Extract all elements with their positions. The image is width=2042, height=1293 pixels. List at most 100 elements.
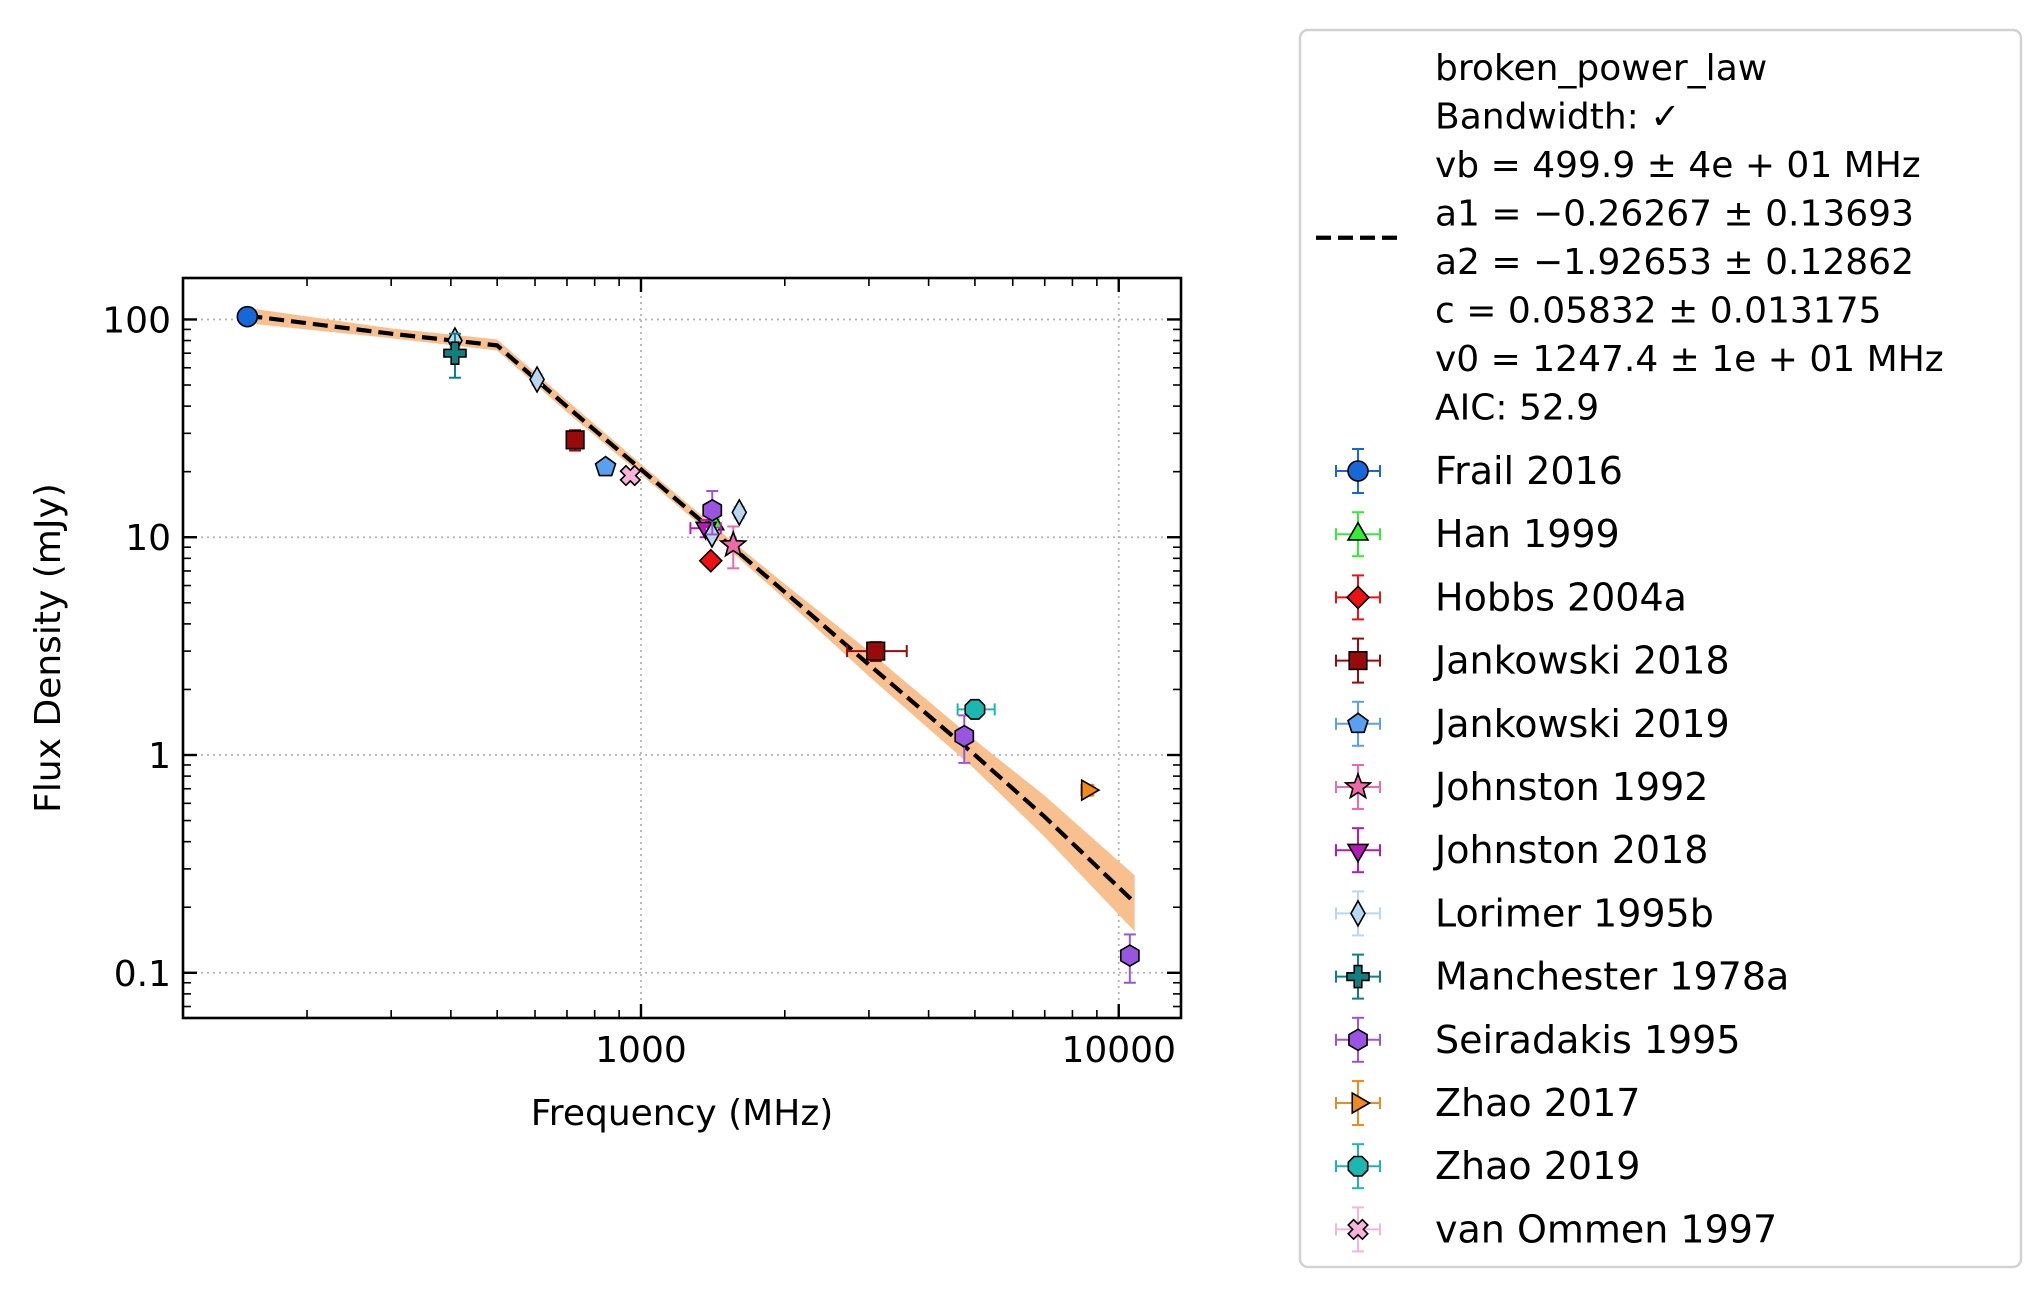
marker	[1080, 778, 1101, 802]
marker	[529, 365, 545, 394]
legend-fit-text-line: Bandwidth: ✓	[1435, 97, 1680, 138]
legend-fit-text-line: vb = 499.9 ± 4e + 01 MHz	[1435, 145, 1921, 186]
legend-marker-shape	[1347, 712, 1369, 734]
marker	[1119, 944, 1140, 967]
data-point-marker	[698, 548, 723, 573]
plot-frame	[181, 276, 1183, 1020]
legend-marker-shape	[1347, 1218, 1369, 1241]
legend-label: Lorimer 1995b	[1435, 891, 1714, 935]
data-point-marker	[565, 430, 585, 450]
fit-band-layer	[247, 307, 1135, 932]
legend-entry: Johnston 1992	[1335, 764, 1708, 810]
data-point-marker	[529, 365, 545, 394]
data-point	[594, 455, 617, 477]
data-point-marker	[619, 464, 642, 487]
legend-label: Johnston 1992	[1433, 765, 1708, 809]
data-point	[731, 498, 748, 527]
marker	[866, 641, 886, 661]
legend-entry: Manchester 1978a	[1335, 953, 1789, 1000]
x-tick-label: 10000	[1061, 1030, 1176, 1071]
legend-entry: Hobbs 2004a	[1335, 574, 1687, 621]
legend-label: Zhao 2017	[1435, 1081, 1640, 1125]
data-point	[698, 548, 723, 573]
legend-label: Frail 2016	[1435, 449, 1623, 493]
legend-entry: Han 1999	[1335, 511, 1620, 558]
data-point-marker	[1119, 944, 1140, 967]
legend-label: Jankowski 2019	[1433, 702, 1730, 746]
data-point	[702, 490, 723, 536]
legend-marker	[1346, 964, 1370, 989]
marker	[954, 724, 975, 748]
legend-entry: Jankowski 2018	[1335, 637, 1730, 684]
legend-entry: Seiradakis 1995	[1335, 1016, 1741, 1063]
legend-box	[1298, 28, 2023, 1269]
legend-entry: Johnston 2018	[1335, 827, 1708, 874]
marker	[698, 548, 723, 573]
legend-marker-shape	[1345, 585, 1371, 610]
legend-marker	[1348, 1028, 1368, 1052]
data-point	[1080, 778, 1101, 802]
marker	[964, 698, 986, 720]
data-point-marker	[443, 341, 467, 365]
fit-line	[247, 313, 1137, 905]
legend-entry: van Ommen 1997	[1335, 1206, 1777, 1253]
fit-uncertainty-band	[247, 307, 1135, 932]
legend-items: broken_power_law Bandwidth: ✓ vb = 499.9 ±…	[1316, 48, 1944, 1253]
legend-fit-text-line: AIC: 52.9	[1435, 388, 1599, 429]
data-point-marker	[731, 498, 748, 527]
y-tick-label: 0.1	[114, 954, 171, 995]
legend-entry: Zhao 2019	[1335, 1143, 1640, 1190]
legend-label: Manchester 1978a	[1435, 955, 1789, 999]
marker	[718, 529, 748, 558]
legend-marker	[1350, 899, 1366, 928]
data-point	[619, 464, 642, 487]
legend-marker-shape	[1346, 521, 1370, 541]
data-point	[846, 641, 908, 663]
legend-marker	[1347, 712, 1369, 734]
data-point	[529, 365, 545, 394]
legend-label: Seiradakis 1995	[1435, 1018, 1741, 1062]
legend-marker	[1347, 1218, 1369, 1241]
data-point	[954, 714, 975, 764]
data-point-marker	[964, 698, 986, 720]
legend-marker-shape	[1343, 771, 1373, 800]
data-point-marker	[702, 498, 723, 522]
x-axis-label: Frequency (MHz)	[531, 1093, 834, 1134]
legend-marker-shape	[1348, 1028, 1368, 1052]
data-points-layer	[236, 305, 1140, 984]
marker	[594, 455, 617, 477]
legend-fit-text-line: c = 0.05832 ± 0.013175	[1435, 291, 1882, 332]
marker	[731, 498, 748, 527]
legend-marker	[1346, 521, 1370, 541]
legend-marker-shape	[1351, 1091, 1372, 1115]
marker	[565, 430, 585, 450]
legend-label: Johnston 2018	[1433, 828, 1708, 872]
legend-fit-text-line: broken_power_law	[1435, 48, 1767, 89]
legend-marker	[1348, 650, 1368, 671]
data-point	[443, 332, 467, 379]
legend-label: Jankowski 2018	[1433, 639, 1730, 683]
legend: broken_power_law Bandwidth: ✓ vb = 499.9 ±…	[1298, 28, 2023, 1269]
data-point-marker	[594, 455, 617, 477]
legend-marker	[1346, 843, 1370, 864]
legend-label: Zhao 2019	[1435, 1144, 1640, 1188]
legend-marker	[1345, 585, 1371, 610]
data-point-marker	[866, 641, 886, 661]
fit-line-layer	[247, 313, 1137, 905]
legend-marker-shape	[1347, 460, 1369, 482]
legend-marker	[1347, 1155, 1369, 1177]
data-point	[565, 429, 585, 452]
data-point	[1119, 933, 1140, 984]
legend-marker	[1351, 1091, 1372, 1115]
legend-entry: Zhao 2017	[1335, 1080, 1640, 1126]
grid-layer	[183, 278, 1181, 1018]
marker	[443, 341, 467, 365]
legend-marker-shape	[1346, 843, 1370, 864]
y-tick-label: 100	[102, 300, 171, 341]
y-tick-label: 10	[125, 518, 171, 559]
data-point-marker	[236, 305, 259, 328]
legend-entry: Frail 2016	[1335, 448, 1623, 494]
legend-label: Han 1999	[1435, 512, 1620, 556]
legend-label: Hobbs 2004a	[1435, 575, 1687, 619]
